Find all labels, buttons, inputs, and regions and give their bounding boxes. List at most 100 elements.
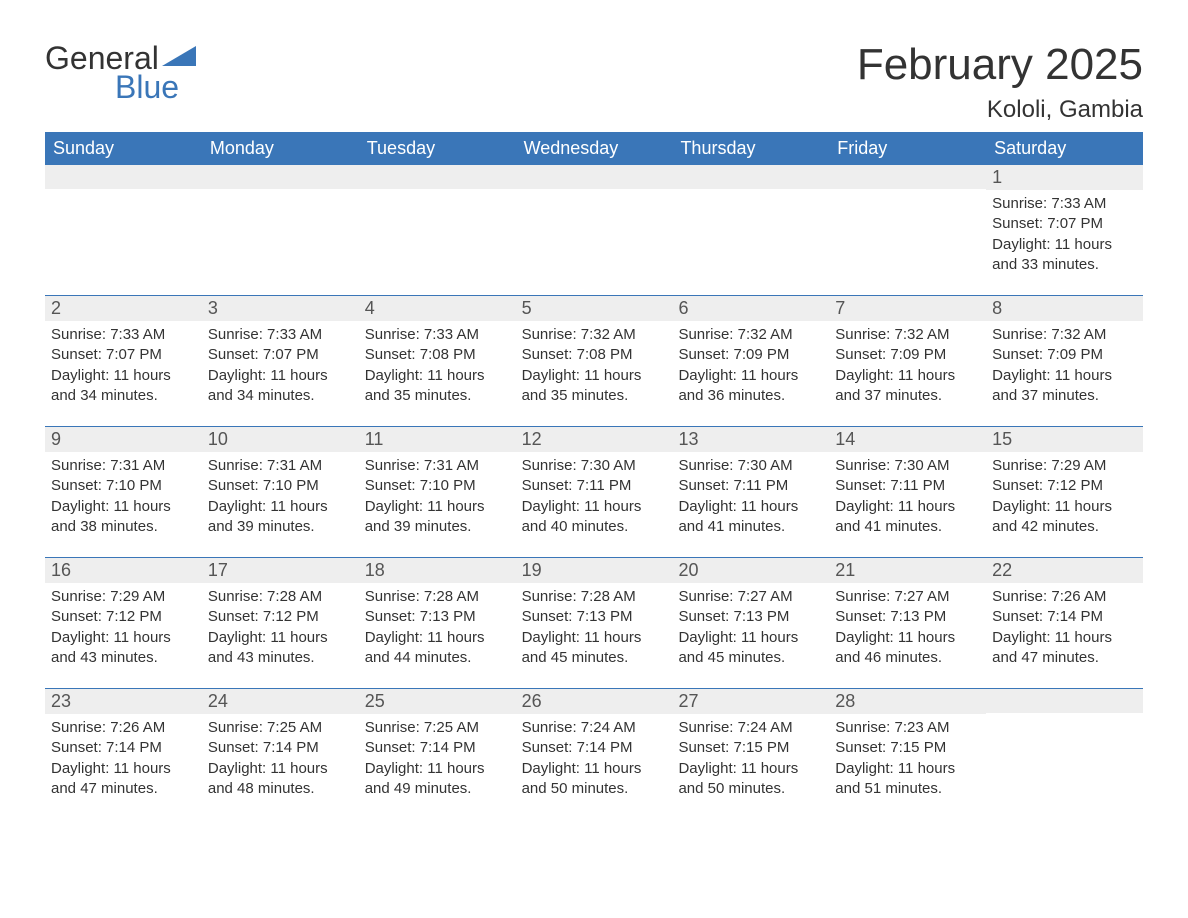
- logo-sail-icon: [162, 42, 196, 71]
- daylight-text: Daylight: 11 hours and 37 minutes.: [992, 366, 1137, 407]
- calendar-cell: 9Sunrise: 7:31 AMSunset: 7:10 PMDaylight…: [45, 427, 202, 557]
- sunrise-text: Sunrise: 7:31 AM: [208, 456, 353, 476]
- day-header: Saturday: [986, 132, 1143, 165]
- daylight-text: Daylight: 11 hours and 50 minutes.: [678, 759, 823, 800]
- daylight-text: Daylight: 11 hours and 46 minutes.: [835, 628, 980, 669]
- sunrise-text: Sunrise: 7:28 AM: [522, 587, 667, 607]
- day-number: 16: [45, 558, 202, 583]
- day-number: 4: [359, 296, 516, 321]
- calendar-cell: 1Sunrise: 7:33 AMSunset: 7:07 PMDaylight…: [986, 165, 1143, 295]
- week-row: 16Sunrise: 7:29 AMSunset: 7:12 PMDayligh…: [45, 557, 1143, 688]
- sunset-text: Sunset: 7:07 PM: [51, 345, 196, 365]
- month-title: February 2025: [857, 40, 1143, 90]
- sunset-text: Sunset: 7:09 PM: [835, 345, 980, 365]
- cell-body: Sunrise: 7:32 AMSunset: 7:08 PMDaylight:…: [516, 321, 673, 414]
- calendar-cell: 5Sunrise: 7:32 AMSunset: 7:08 PMDaylight…: [516, 296, 673, 426]
- cell-body: Sunrise: 7:30 AMSunset: 7:11 PMDaylight:…: [672, 452, 829, 545]
- week-row: 2Sunrise: 7:33 AMSunset: 7:07 PMDaylight…: [45, 295, 1143, 426]
- sunset-text: Sunset: 7:10 PM: [51, 476, 196, 496]
- cell-body: Sunrise: 7:26 AMSunset: 7:14 PMDaylight:…: [45, 714, 202, 807]
- daylight-text: Daylight: 11 hours and 47 minutes.: [51, 759, 196, 800]
- cell-body: Sunrise: 7:27 AMSunset: 7:13 PMDaylight:…: [829, 583, 986, 676]
- calendar-cell: 16 Sunrise: 7:29 AMSunset: 7:12 PMDayligh…: [45, 558, 202, 688]
- daylight-text: Daylight: 11 hours and 43 minutes.: [51, 628, 196, 669]
- cell-body: Sunrise: 7:31 AMSunset: 7:10 PMDaylight:…: [202, 452, 359, 545]
- sunset-text: Sunset: 7:12 PM: [992, 476, 1137, 496]
- calendar-cell: 6Sunrise: 7:32 AMSunset: 7:09 PMDaylight…: [672, 296, 829, 426]
- sunset-text: Sunset: 7:09 PM: [992, 345, 1137, 365]
- cell-body: Sunrise: 7:28 AMSunset: 7:13 PMDaylight:…: [359, 583, 516, 676]
- daylight-text: Daylight: 11 hours and 41 minutes.: [835, 497, 980, 538]
- daylight-text: Daylight: 11 hours and 38 minutes.: [51, 497, 196, 538]
- day-number: [516, 165, 673, 189]
- calendar-cell: 28Sunrise: 7:23 AMSunset: 7:15 PMDayligh…: [829, 689, 986, 819]
- sunset-text: Sunset: 7:12 PM: [51, 607, 196, 627]
- cell-body: Sunrise: 7:30 AMSunset: 7:11 PMDaylight:…: [516, 452, 673, 545]
- calendar-cell: 23Sunrise: 7:26 AMSunset: 7:14 PMDayligh…: [45, 689, 202, 819]
- calendar-cell: 8Sunrise: 7:32 AMSunset: 7:09 PMDaylight…: [986, 296, 1143, 426]
- day-header: Thursday: [672, 132, 829, 165]
- cell-body: Sunrise: 7:32 AMSunset: 7:09 PMDaylight:…: [829, 321, 986, 414]
- sunrise-text: Sunrise: 7:29 AM: [992, 456, 1137, 476]
- sunset-text: Sunset: 7:13 PM: [522, 607, 667, 627]
- daylight-text: Daylight: 11 hours and 45 minutes.: [522, 628, 667, 669]
- day-number: 19: [516, 558, 673, 583]
- sunset-text: Sunset: 7:11 PM: [522, 476, 667, 496]
- daylight-text: Daylight: 11 hours and 34 minutes.: [208, 366, 353, 407]
- day-number: [202, 165, 359, 189]
- daylight-text: Daylight: 11 hours and 39 minutes.: [208, 497, 353, 538]
- sunset-text: Sunset: 7:10 PM: [365, 476, 510, 496]
- calendar-cell: 10Sunrise: 7:31 AMSunset: 7:10 PMDayligh…: [202, 427, 359, 557]
- weeks-container: 1Sunrise: 7:33 AMSunset: 7:07 PMDaylight…: [45, 165, 1143, 819]
- day-number: 11: [359, 427, 516, 452]
- sunset-text: Sunset: 7:12 PM: [208, 607, 353, 627]
- sunset-text: Sunset: 7:10 PM: [208, 476, 353, 496]
- sunrise-text: Sunrise: 7:33 AM: [208, 325, 353, 345]
- sunrise-text: Sunrise: 7:30 AM: [678, 456, 823, 476]
- sunrise-text: Sunrise: 7:29 AM: [51, 587, 196, 607]
- calendar-cell: 3Sunrise: 7:33 AMSunset: 7:07 PMDaylight…: [202, 296, 359, 426]
- daylight-text: Daylight: 11 hours and 40 minutes.: [522, 497, 667, 538]
- day-number: [986, 689, 1143, 713]
- calendar-cell: 20Sunrise: 7:27 AMSunset: 7:13 PMDayligh…: [672, 558, 829, 688]
- day-number: 27: [672, 689, 829, 714]
- sunrise-text: Sunrise: 7:27 AM: [835, 587, 980, 607]
- calendar-cell: 27Sunrise: 7:24 AMSunset: 7:15 PMDayligh…: [672, 689, 829, 819]
- sunset-text: Sunset: 7:13 PM: [678, 607, 823, 627]
- calendar-cell: 7Sunrise: 7:32 AMSunset: 7:09 PMDaylight…: [829, 296, 986, 426]
- sunrise-text: Sunrise: 7:26 AM: [992, 587, 1137, 607]
- sunrise-text: Sunrise: 7:31 AM: [365, 456, 510, 476]
- cell-body: Sunrise: 7:24 AMSunset: 7:14 PMDaylight:…: [516, 714, 673, 807]
- sunrise-text: Sunrise: 7:32 AM: [992, 325, 1137, 345]
- cell-body: Sunrise: 7:33 AMSunset: 7:07 PMDaylight:…: [45, 321, 202, 414]
- cell-body: Sunrise: 7:30 AMSunset: 7:11 PMDaylight:…: [829, 452, 986, 545]
- sunrise-text: Sunrise: 7:32 AM: [835, 325, 980, 345]
- calendar-cell: [202, 165, 359, 295]
- sunset-text: Sunset: 7:11 PM: [678, 476, 823, 496]
- daylight-text: Daylight: 11 hours and 50 minutes.: [522, 759, 667, 800]
- calendar-cell: 14Sunrise: 7:30 AMSunset: 7:11 PMDayligh…: [829, 427, 986, 557]
- day-number: 21: [829, 558, 986, 583]
- sunset-text: Sunset: 7:13 PM: [835, 607, 980, 627]
- sunrise-text: Sunrise: 7:23 AM: [835, 718, 980, 738]
- calendar-cell: 13Sunrise: 7:30 AMSunset: 7:11 PMDayligh…: [672, 427, 829, 557]
- calendar-cell: 25Sunrise: 7:25 AMSunset: 7:14 PMDayligh…: [359, 689, 516, 819]
- day-number: [672, 165, 829, 189]
- sunrise-text: Sunrise: 7:28 AM: [365, 587, 510, 607]
- day-number: 2: [45, 296, 202, 321]
- day-number: [829, 165, 986, 189]
- day-header: Friday: [829, 132, 986, 165]
- calendar-cell: [829, 165, 986, 295]
- calendar-cell: 11 Sunrise: 7:31 AMSunset: 7:10 PMDayligh…: [359, 427, 516, 557]
- sunset-text: Sunset: 7:14 PM: [208, 738, 353, 758]
- daylight-text: Daylight: 11 hours and 39 minutes.: [365, 497, 510, 538]
- day-number: 17: [202, 558, 359, 583]
- day-number: 6: [672, 296, 829, 321]
- week-row: 9Sunrise: 7:31 AMSunset: 7:10 PMDaylight…: [45, 426, 1143, 557]
- week-row: 1Sunrise: 7:33 AMSunset: 7:07 PMDaylight…: [45, 165, 1143, 295]
- sunset-text: Sunset: 7:14 PM: [992, 607, 1137, 627]
- calendar-cell: 17Sunrise: 7:28 AMSunset: 7:12 PMDayligh…: [202, 558, 359, 688]
- daylight-text: Daylight: 11 hours and 43 minutes.: [208, 628, 353, 669]
- sunset-text: Sunset: 7:15 PM: [835, 738, 980, 758]
- sunrise-text: Sunrise: 7:25 AM: [208, 718, 353, 738]
